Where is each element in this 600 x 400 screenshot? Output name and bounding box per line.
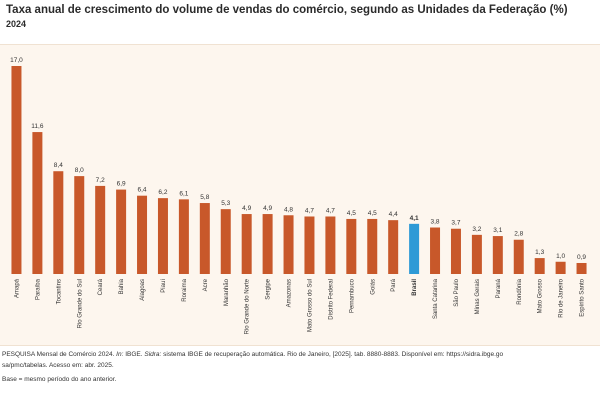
- source-rest: sistema IBGE de recuperação automática. …: [161, 351, 504, 358]
- value-label-amapa: 17,0: [10, 57, 23, 64]
- category-label-rio-grande-do-norte: Rio Grande do Norte: [245, 278, 251, 334]
- bar-santa-catarina: [430, 227, 441, 274]
- category-label-maranhao: Maranhão: [224, 278, 230, 306]
- value-label-espirito-santo: 0,9: [577, 254, 586, 261]
- value-label-roraima: 6,1: [179, 190, 188, 197]
- category-label-tocantins: Tocantins: [56, 279, 62, 304]
- value-label-alagoas: 6,4: [138, 187, 147, 194]
- chart-panel: 17,0 Amapá 11,6 Paraíba 8,4 Tocantins 8,0 Rio G…: [0, 44, 600, 346]
- category-label-para: Pará: [391, 278, 397, 291]
- bar-espirito-santo: [576, 262, 587, 274]
- category-label-amazonas: Amazonas: [287, 279, 293, 307]
- bar-rio-grande-do-norte: [241, 214, 252, 274]
- bar-pernambuco: [346, 218, 357, 274]
- chart-subtitle: 2024: [6, 19, 27, 29]
- bar-rio-de-janeiro: [555, 261, 566, 274]
- category-label-alagoas: Alagoas: [140, 279, 146, 301]
- value-label-mato-grosso-do-sul: 4,7: [305, 207, 314, 214]
- bar-bahia: [116, 189, 127, 274]
- category-label-rio-grande-do-sul: Rio Grande do Sul: [77, 279, 83, 328]
- bar-goias: [367, 218, 378, 274]
- bar-acre: [199, 203, 210, 274]
- bar-paraiba: [32, 132, 43, 274]
- bar-para: [388, 220, 399, 274]
- value-label-rio-de-janeiro: 1,0: [556, 253, 565, 260]
- value-label-amazonas: 4,8: [284, 206, 293, 213]
- category-label-paraiba: Paraíba: [35, 278, 41, 300]
- bar-roraima: [178, 199, 189, 274]
- bar-alagoas: [137, 195, 148, 274]
- category-label-acre: Acre: [203, 278, 209, 291]
- bar-chart: 17,0 Amapá 11,6 Paraíba 8,4 Tocantins 8,0 Rio G…: [10, 57, 587, 334]
- category-label-goias: Goiás: [370, 279, 376, 295]
- bar-mato-grosso-do-sul: [304, 216, 315, 274]
- value-label-para: 4,4: [389, 211, 398, 218]
- category-label-espirito-santo: Espírito Santo: [580, 278, 586, 316]
- value-label-goias: 4,5: [368, 210, 377, 217]
- value-label-paraiba: 11,6: [31, 123, 44, 130]
- base-note: Base = mesmo período do ano anterior.: [2, 376, 117, 383]
- value-label-mato-grosso: 1,3: [535, 249, 544, 256]
- bar-mato-grosso: [534, 258, 545, 274]
- value-label-rio-grande-do-norte: 4,9: [242, 205, 251, 212]
- bar-tocantins: [53, 171, 64, 274]
- category-label-piaui: Piauí: [161, 279, 167, 293]
- category-label-amapa: Amapá: [14, 278, 20, 298]
- category-label-roraima: Roraima: [182, 278, 188, 301]
- value-label-maranhao: 5,3: [221, 200, 230, 207]
- bar-amazonas: [283, 215, 294, 274]
- bar-piaui: [157, 198, 168, 274]
- bar-brasil: [409, 223, 420, 274]
- category-label-parana: Paraná: [496, 278, 502, 298]
- bar-sergipe: [262, 214, 273, 274]
- bar-rio-grande-do-sul: [74, 176, 85, 274]
- category-label-ceara: Ceará: [98, 278, 104, 295]
- category-label-distrito-federal: Distrito Federal: [328, 279, 334, 320]
- chart-title: Taxa anual de crescimento do volume de v…: [6, 4, 568, 16]
- category-label-sergipe: Sergipe: [266, 278, 272, 299]
- source-in-label: In:: [116, 351, 124, 358]
- category-label-rondonia: Rondônia: [517, 278, 523, 304]
- bar-ceara: [95, 185, 106, 274]
- value-label-tocantins: 8,4: [54, 162, 63, 169]
- source-note-line-2: sa/pmc/tabelas. Acesso em: abr. 2025.: [2, 362, 114, 369]
- value-label-brasil: 4,1: [410, 215, 419, 222]
- value-label-piaui: 6,2: [158, 189, 167, 196]
- category-label-bahia: Bahia: [119, 278, 125, 294]
- category-label-mato-grosso: Mato Grosso: [538, 278, 544, 313]
- value-label-bahia: 6,9: [117, 181, 126, 188]
- source-sidra-label: Sidra:: [144, 351, 162, 358]
- bar-minas-gerais: [471, 234, 482, 274]
- value-label-parana: 3,1: [493, 227, 502, 234]
- bar-sao-paulo: [450, 228, 461, 274]
- category-label-minas-gerais: Minas Gerais: [475, 279, 481, 314]
- value-label-distrito-federal: 4,7: [326, 207, 335, 214]
- category-label-santa-catarina: Santa Catarina: [433, 278, 439, 319]
- category-label-sao-paulo: São Paulo: [454, 278, 460, 306]
- bar-rondonia: [513, 239, 524, 274]
- category-label-rio-de-janeiro: Rio de Janeiro: [559, 278, 565, 317]
- value-label-minas-gerais: 3,2: [472, 226, 481, 233]
- value-label-ceara: 7,2: [96, 177, 105, 184]
- category-label-pernambuco: Pernambuco: [349, 278, 355, 313]
- value-label-pernambuco: 4,5: [347, 210, 356, 217]
- value-label-rio-grande-do-sul: 8,0: [75, 167, 84, 174]
- value-label-acre: 5,8: [200, 194, 209, 201]
- value-label-santa-catarina: 3,8: [431, 219, 440, 226]
- source-prefix: PESQUISA Mensal de Comércio 2024.: [2, 351, 117, 358]
- source-ibge: IBGE.: [123, 351, 145, 358]
- category-label-brasil: Brasil: [412, 279, 418, 296]
- value-label-sao-paulo: 3,7: [451, 220, 460, 227]
- bar-distrito-federal: [325, 216, 336, 274]
- value-label-rondonia: 2,8: [514, 231, 523, 238]
- bar-maranhao: [220, 209, 231, 274]
- bar-parana: [492, 236, 503, 274]
- value-label-sergipe: 4,9: [263, 205, 272, 212]
- bar-amapa: [11, 66, 22, 274]
- source-note: PESQUISA Mensal de Comércio 2024. In: IB…: [2, 351, 503, 358]
- category-label-mato-grosso-do-sul: Mato Grosso do Sul: [307, 279, 313, 332]
